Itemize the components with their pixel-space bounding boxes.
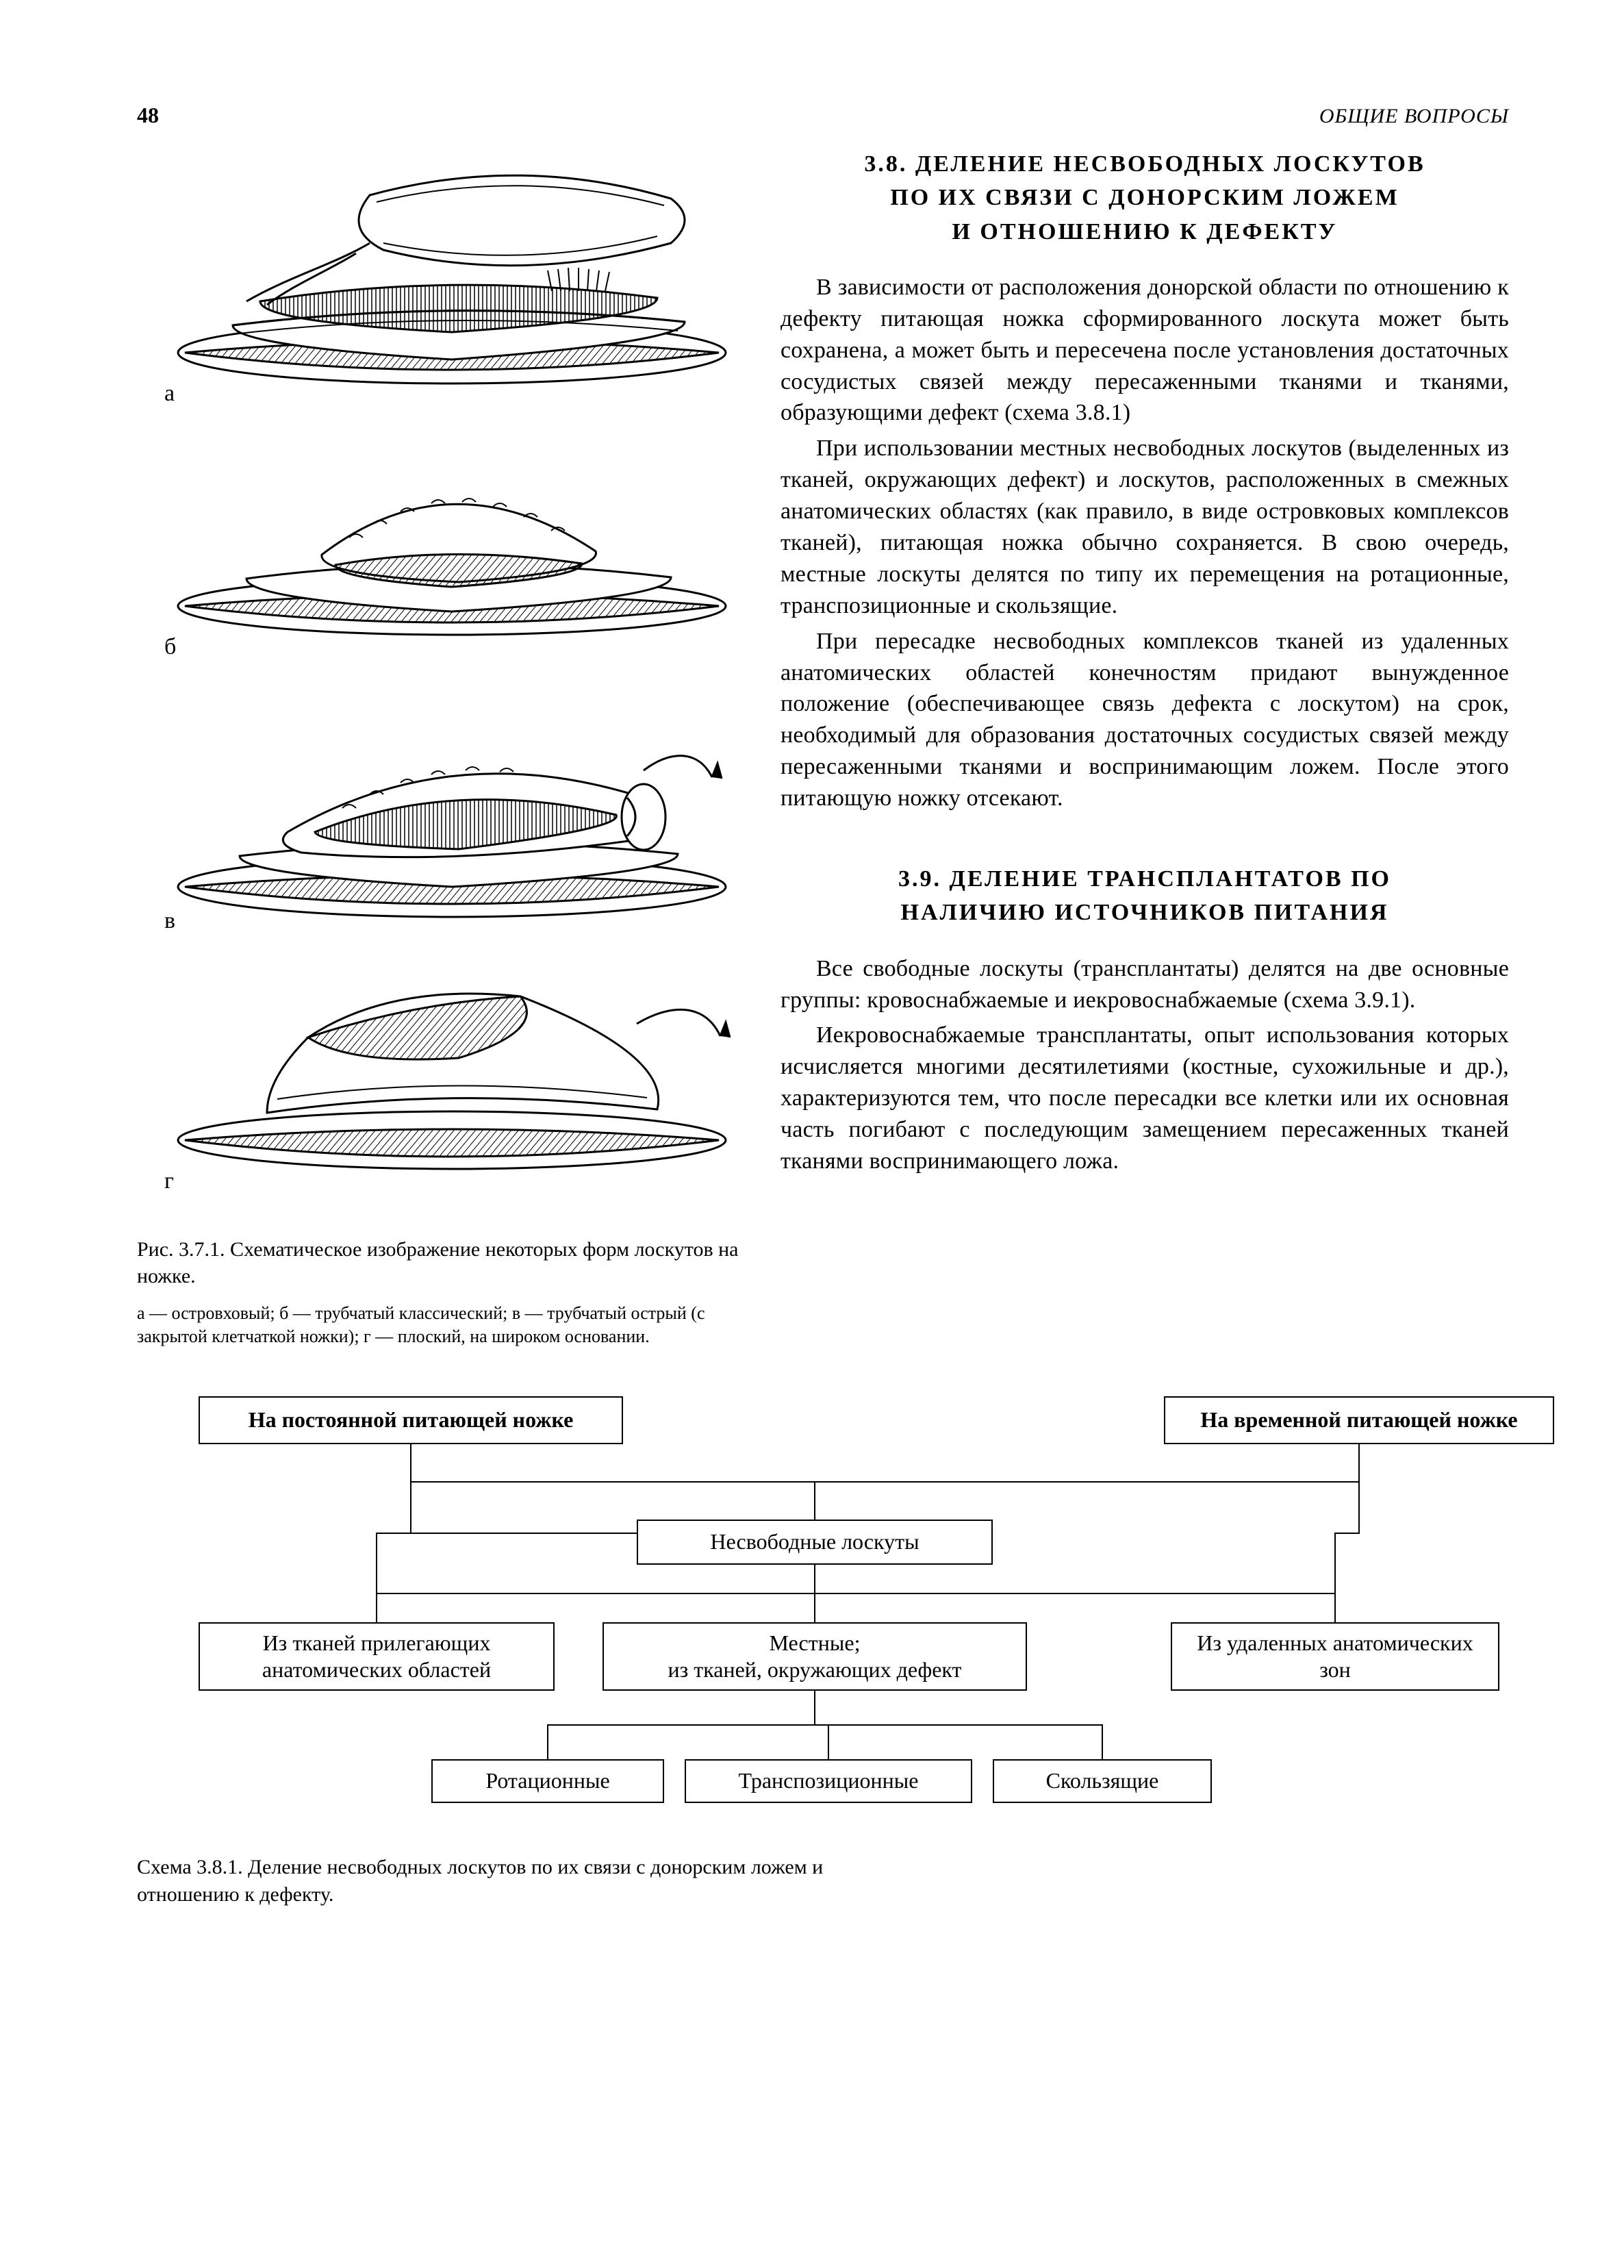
page: 48 ОБЩИЕ ВОПРОСЫ xyxy=(0,0,1624,2268)
diagram-node-top_right: На временной питающей ножке xyxy=(1164,1396,1554,1444)
scheme-caption: Схема 3.8.1. Деление несвободных лоскуто… xyxy=(137,1854,849,1909)
diagram-node-bot_1: Ротационные xyxy=(431,1759,664,1803)
p-3-9-1: Все свободные лоскуты (трансплантаты) де… xyxy=(781,953,1509,1016)
diagram-node-bot_2: Транспозиционные xyxy=(685,1759,972,1803)
page-number: 48 xyxy=(137,103,159,128)
diagram-node-mid_right: Из удаленных анатомических зон xyxy=(1171,1622,1499,1691)
scheme-3-8-1: На постоянной питающей ножкеНа временной… xyxy=(137,1396,1509,1835)
left-column: а xyxy=(137,147,739,1348)
heading-3-9-line1: 3.9. ДЕЛЕНИЕ ТРАНСПЛАНТАТОВ ПО xyxy=(898,866,1391,892)
running-head: ОБЩИЕ ВОПРОСЫ xyxy=(1319,105,1509,128)
heading-3-8-line2: ПО ИХ СВЯЗИ С ДОНОРСКИМ ЛОЖЕМ xyxy=(890,185,1399,210)
diagram-node-top_left: На постоянной питающей ножке xyxy=(199,1396,623,1444)
figure-caption: Рис. 3.7.1. Схематическое изображение не… xyxy=(137,1236,739,1289)
heading-3-8-line1: 3.8. ДЕЛЕНИЕ НЕСВОБОДНЫХ ЛОСКУТОВ xyxy=(864,151,1425,177)
figure-3-7-1: а xyxy=(137,147,739,1215)
heading-3-9-line2: НАЛИЧИЮ ИСТОЧНИКОВ ПИТАНИЯ xyxy=(901,900,1389,925)
heading-3-9: 3.9. ДЕЛЕНИЕ ТРАНСПЛАНТАТОВ ПО НАЛИЧИЮ И… xyxy=(781,862,1509,930)
fig-label-b: б xyxy=(164,634,176,659)
diagram-node-mid_center: Местные;из тканей, окружающих дефект xyxy=(602,1622,1027,1691)
heading-3-8-line3: И ОТНОШЕНИЮ К ДЕФЕКТУ xyxy=(952,219,1337,244)
diagram-node-bot_3: Скользящие xyxy=(993,1759,1212,1803)
p-3-8-1: В зависимости от расположения донорской … xyxy=(781,272,1509,429)
heading-3-8: 3.8. ДЕЛЕНИЕ НЕСВОБОДНЫХ ЛОСКУТОВ ПО ИХ … xyxy=(781,147,1509,249)
fig-label-g: г xyxy=(164,1168,174,1194)
diagram-node-center: Несвободные лоскуты xyxy=(637,1520,993,1565)
p-3-8-2: При использовании местных несвободных ло… xyxy=(781,433,1509,621)
two-column-body: а xyxy=(137,147,1509,1348)
page-header: 48 ОБЩИЕ ВОПРОСЫ xyxy=(137,103,1509,128)
right-column: 3.8. ДЕЛЕНИЕ НЕСВОБОДНЫХ ЛОСКУТОВ ПО ИХ … xyxy=(781,147,1509,1348)
fig-label-a: а xyxy=(164,381,175,406)
p-3-9-2: Иекровоснабжаемые трансплантаты, опыт ис… xyxy=(781,1020,1509,1176)
diagram-node-mid_left: Из тканей прилегающих анатомических обла… xyxy=(199,1622,555,1691)
fig-label-v: в xyxy=(164,908,175,933)
figure-subcaption: а — островховый; б — трубчатый классичес… xyxy=(137,1302,739,1348)
p-3-8-3: При пересадке несвободных комплексов тка… xyxy=(781,626,1509,814)
